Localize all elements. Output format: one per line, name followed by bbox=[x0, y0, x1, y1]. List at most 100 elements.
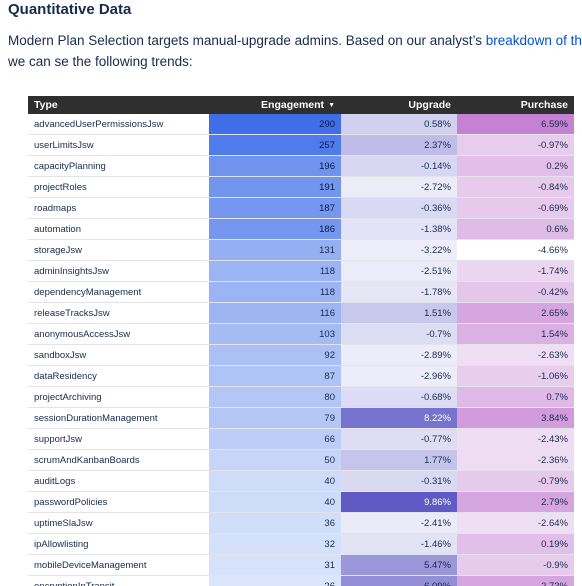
header-row: Type Engagement ▼ Upgrade Purchase bbox=[28, 96, 574, 114]
header-engagement[interactable]: Engagement ▼ bbox=[209, 96, 341, 114]
purchase-cell: -1.74% bbox=[457, 260, 574, 282]
purchase-cell: 0.6% bbox=[457, 218, 574, 240]
table-body: advancedUserPermissionsJsw 290 0.58% 6.59% u… bbox=[28, 114, 574, 586]
engagement-cell: 66 bbox=[209, 428, 341, 450]
upgrade-cell: -2.51% bbox=[341, 260, 457, 282]
upgrade-cell: -2.41% bbox=[341, 512, 457, 534]
purchase-cell: -0.84% bbox=[457, 176, 574, 198]
purchase-cell: -1.06% bbox=[457, 365, 574, 387]
table-row: releaseTracksJsw 116 1.51% 2.65% bbox=[28, 302, 574, 324]
upgrade-cell: -2.89% bbox=[341, 344, 457, 366]
engagement-cell: 103 bbox=[209, 323, 341, 345]
engagement-cell: 26 bbox=[209, 575, 341, 586]
type-cell: scrumAndKanbanBoards bbox=[28, 449, 209, 471]
type-cell: dataResidency bbox=[28, 365, 209, 387]
type-cell: automation bbox=[28, 218, 209, 240]
engagement-cell: 118 bbox=[209, 260, 341, 282]
table-row: mobileDeviceManagement 31 5.47% -0.9% bbox=[28, 554, 574, 576]
type-cell: passwordPolicies bbox=[28, 491, 209, 513]
purchase-cell: 2.79% bbox=[457, 491, 574, 513]
upgrade-cell: 8.22% bbox=[341, 407, 457, 429]
data-table: Type Engagement ▼ Upgrade Purchase advanc… bbox=[28, 96, 574, 586]
table-row: auditLogs 40 -0.31% -0.79% bbox=[28, 470, 574, 492]
engagement-cell: 80 bbox=[209, 386, 341, 408]
type-cell: dependencyManagement bbox=[28, 281, 209, 303]
type-cell: supportJsw bbox=[28, 428, 209, 450]
type-cell: adminInsightsJsw bbox=[28, 260, 209, 282]
purchase-cell: 0.7% bbox=[457, 386, 574, 408]
results-breakdown-link[interactable]: breakdown of the results bbox=[485, 33, 582, 48]
table-row: userLimitsJsw 257 2.37% -0.97% bbox=[28, 134, 574, 156]
type-cell: projectRoles bbox=[28, 176, 209, 198]
purchase-cell: 0.19% bbox=[457, 533, 574, 555]
table-row: dependencyManagement 118 -1.78% -0.42% bbox=[28, 281, 574, 303]
upgrade-cell: 1.77% bbox=[341, 449, 457, 471]
type-cell: auditLogs bbox=[28, 470, 209, 492]
purchase-cell: 0.2% bbox=[457, 155, 574, 177]
type-cell: userLimitsJsw bbox=[28, 134, 209, 156]
data-table-container: Type Engagement ▼ Upgrade Purchase advanc… bbox=[28, 96, 582, 586]
table-row: storageJsw 131 -3.22% -4.66% bbox=[28, 239, 574, 261]
purchase-cell: -2.36% bbox=[457, 449, 574, 471]
type-cell: advancedUserPermissionsJsw bbox=[28, 114, 209, 135]
table-row: ipAllowlisting 32 -1.46% 0.19% bbox=[28, 533, 574, 555]
purchase-cell: -0.97% bbox=[457, 134, 574, 156]
engagement-cell: 186 bbox=[209, 218, 341, 240]
upgrade-cell: 1.51% bbox=[341, 302, 457, 324]
type-cell: capacityPlanning bbox=[28, 155, 209, 177]
purchase-cell: -4.66% bbox=[457, 239, 574, 261]
type-cell: sandboxJsw bbox=[28, 344, 209, 366]
upgrade-cell: -0.7% bbox=[341, 323, 457, 345]
intro-text-line2: we can se the following trends: bbox=[8, 54, 193, 69]
engagement-cell: 196 bbox=[209, 155, 341, 177]
engagement-cell: 50 bbox=[209, 449, 341, 471]
caret-down-icon[interactable]: ▼ bbox=[328, 102, 335, 109]
purchase-cell: 1.54% bbox=[457, 323, 574, 345]
table-row: projectRoles 191 -2.72% -0.84% bbox=[28, 176, 574, 198]
purchase-cell: -2.43% bbox=[457, 428, 574, 450]
type-cell: projectArchiving bbox=[28, 386, 209, 408]
purchase-cell: -2.64% bbox=[457, 512, 574, 534]
engagement-cell: 36 bbox=[209, 512, 341, 534]
engagement-cell: 92 bbox=[209, 344, 341, 366]
header-upgrade[interactable]: Upgrade bbox=[341, 96, 457, 114]
header-type[interactable]: Type bbox=[28, 96, 209, 114]
purchase-cell: 2.65% bbox=[457, 302, 574, 324]
table-row: projectArchiving 80 -0.68% 0.7% bbox=[28, 386, 574, 408]
purchase-cell: -0.69% bbox=[457, 197, 574, 219]
section-heading: Quantitative Data bbox=[8, 1, 132, 18]
engagement-cell: 116 bbox=[209, 302, 341, 324]
type-cell: anonymousAccessJsw bbox=[28, 323, 209, 345]
engagement-cell: 257 bbox=[209, 134, 341, 156]
upgrade-cell: -0.31% bbox=[341, 470, 457, 492]
header-engagement-label: Engagement bbox=[261, 99, 325, 111]
table-header: Type Engagement ▼ Upgrade Purchase bbox=[28, 96, 574, 114]
type-cell: storageJsw bbox=[28, 239, 209, 261]
purchase-cell: -2.63% bbox=[457, 344, 574, 366]
table-row: adminInsightsJsw 118 -2.51% -1.74% bbox=[28, 260, 574, 282]
purchase-cell: 6.59% bbox=[457, 114, 574, 135]
header-purchase[interactable]: Purchase bbox=[457, 96, 574, 114]
table-row: dataResidency 87 -2.96% -1.06% bbox=[28, 365, 574, 387]
upgrade-cell: -2.96% bbox=[341, 365, 457, 387]
upgrade-cell: 2.37% bbox=[341, 134, 457, 156]
engagement-cell: 118 bbox=[209, 281, 341, 303]
purchase-cell: 3.84% bbox=[457, 407, 574, 429]
type-cell: mobileDeviceManagement bbox=[28, 554, 209, 576]
table-row: capacityPlanning 196 -0.14% 0.2% bbox=[28, 155, 574, 177]
table-row: passwordPolicies 40 9.86% 2.79% bbox=[28, 491, 574, 513]
type-cell: ipAllowlisting bbox=[28, 533, 209, 555]
table-row: supportJsw 66 -0.77% -2.43% bbox=[28, 428, 574, 450]
upgrade-cell: -1.78% bbox=[341, 281, 457, 303]
intro-paragraph: Modern Plan Selection targets manual-upg… bbox=[8, 30, 582, 72]
table-row: roadmaps 187 -0.36% -0.69% bbox=[28, 197, 574, 219]
purchase-cell: 2.73% bbox=[457, 575, 574, 586]
engagement-cell: 40 bbox=[209, 491, 341, 513]
engagement-cell: 31 bbox=[209, 554, 341, 576]
table-row: automation 186 -1.38% 0.6% bbox=[28, 218, 574, 240]
table-row: encryptionInTransit 26 6.09% 2.73% bbox=[28, 575, 574, 586]
table-row: scrumAndKanbanBoards 50 1.77% -2.36% bbox=[28, 449, 574, 471]
upgrade-cell: 9.86% bbox=[341, 491, 457, 513]
upgrade-cell: -0.77% bbox=[341, 428, 457, 450]
type-cell: roadmaps bbox=[28, 197, 209, 219]
